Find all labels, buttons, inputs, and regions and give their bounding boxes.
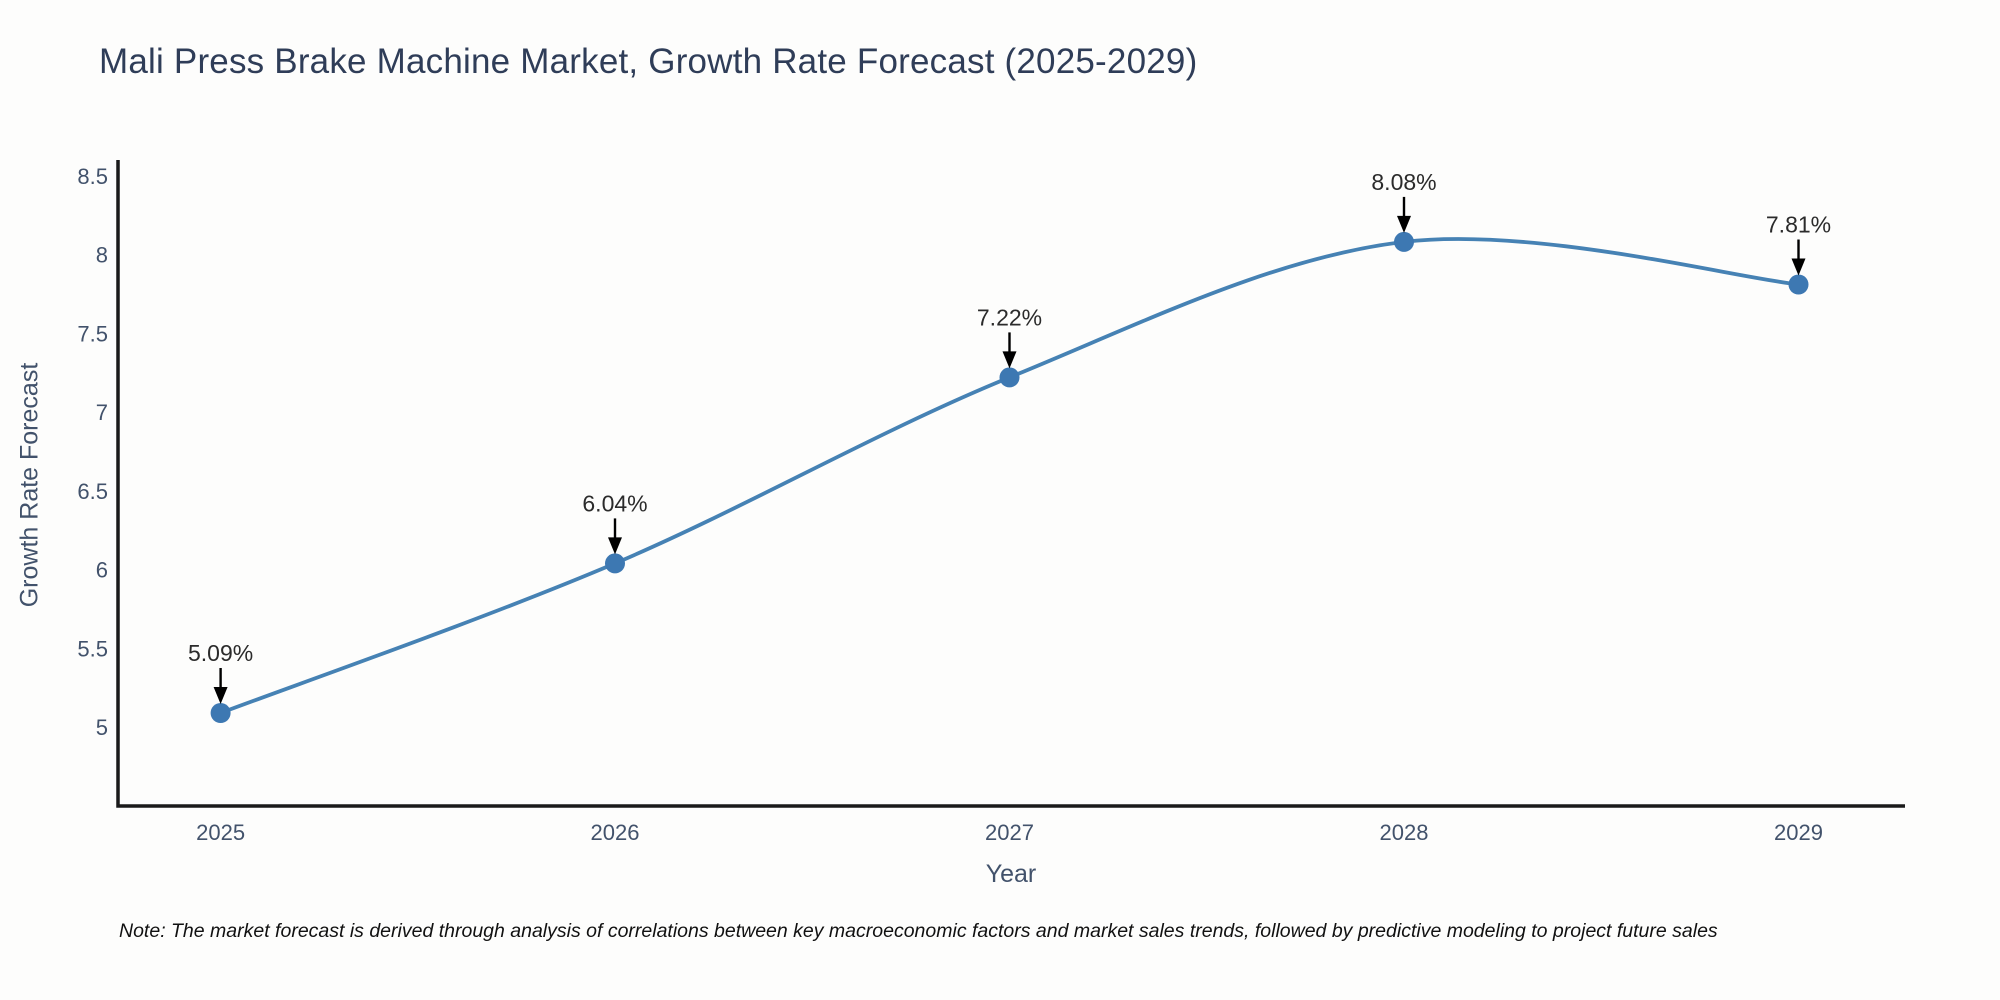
data-point-label: 6.04% bbox=[582, 490, 647, 516]
annotation-arrowhead-icon bbox=[1002, 351, 1017, 369]
annotation-arrowhead-icon bbox=[1397, 215, 1411, 233]
x-tick-label: 2026 bbox=[591, 820, 640, 845]
data-point-label: 8.08% bbox=[1371, 169, 1436, 195]
y-tick-label: 6 bbox=[96, 558, 108, 583]
chart-title: Mali Press Brake Machine Market, Growth … bbox=[99, 42, 1198, 81]
y-tick-label: 6.5 bbox=[77, 479, 108, 504]
annotation-arrowhead-icon bbox=[608, 537, 622, 555]
y-tick-label: 7.5 bbox=[77, 321, 108, 346]
x-tick-label: 2025 bbox=[196, 820, 245, 845]
data-point-2026[interactable] bbox=[605, 553, 625, 574]
x-tick-label: 2027 bbox=[985, 820, 1034, 845]
annotation-arrowhead-icon bbox=[213, 687, 228, 704]
data-point-label: 7.22% bbox=[977, 304, 1042, 330]
data-point-2027[interactable] bbox=[999, 367, 1020, 388]
x-tick-label: 2028 bbox=[1380, 820, 1429, 845]
data-point-2025[interactable] bbox=[210, 703, 231, 723]
footnote: Note: The market forecast is derived thr… bbox=[119, 920, 1718, 942]
data-point-2029[interactable] bbox=[1788, 274, 1809, 295]
data-point-label: 7.81% bbox=[1766, 212, 1831, 238]
y-tick-label: 8 bbox=[96, 243, 108, 268]
y-tick-label: 5 bbox=[96, 715, 108, 740]
x-axis-title: Year bbox=[985, 860, 1037, 888]
annotation-arrowhead-icon bbox=[1791, 258, 1806, 276]
y-axis-title: Growth Rate Forecast bbox=[15, 362, 44, 608]
y-tick-label: 8.5 bbox=[77, 164, 108, 189]
data-point-2028[interactable] bbox=[1394, 231, 1414, 252]
axes bbox=[116, 160, 1905, 808]
data-point-label: 5.09% bbox=[188, 640, 253, 666]
y-tick-label: 7 bbox=[96, 400, 108, 425]
x-tick-label: 2029 bbox=[1774, 820, 1823, 845]
y-tick-label: 5.5 bbox=[77, 636, 108, 661]
